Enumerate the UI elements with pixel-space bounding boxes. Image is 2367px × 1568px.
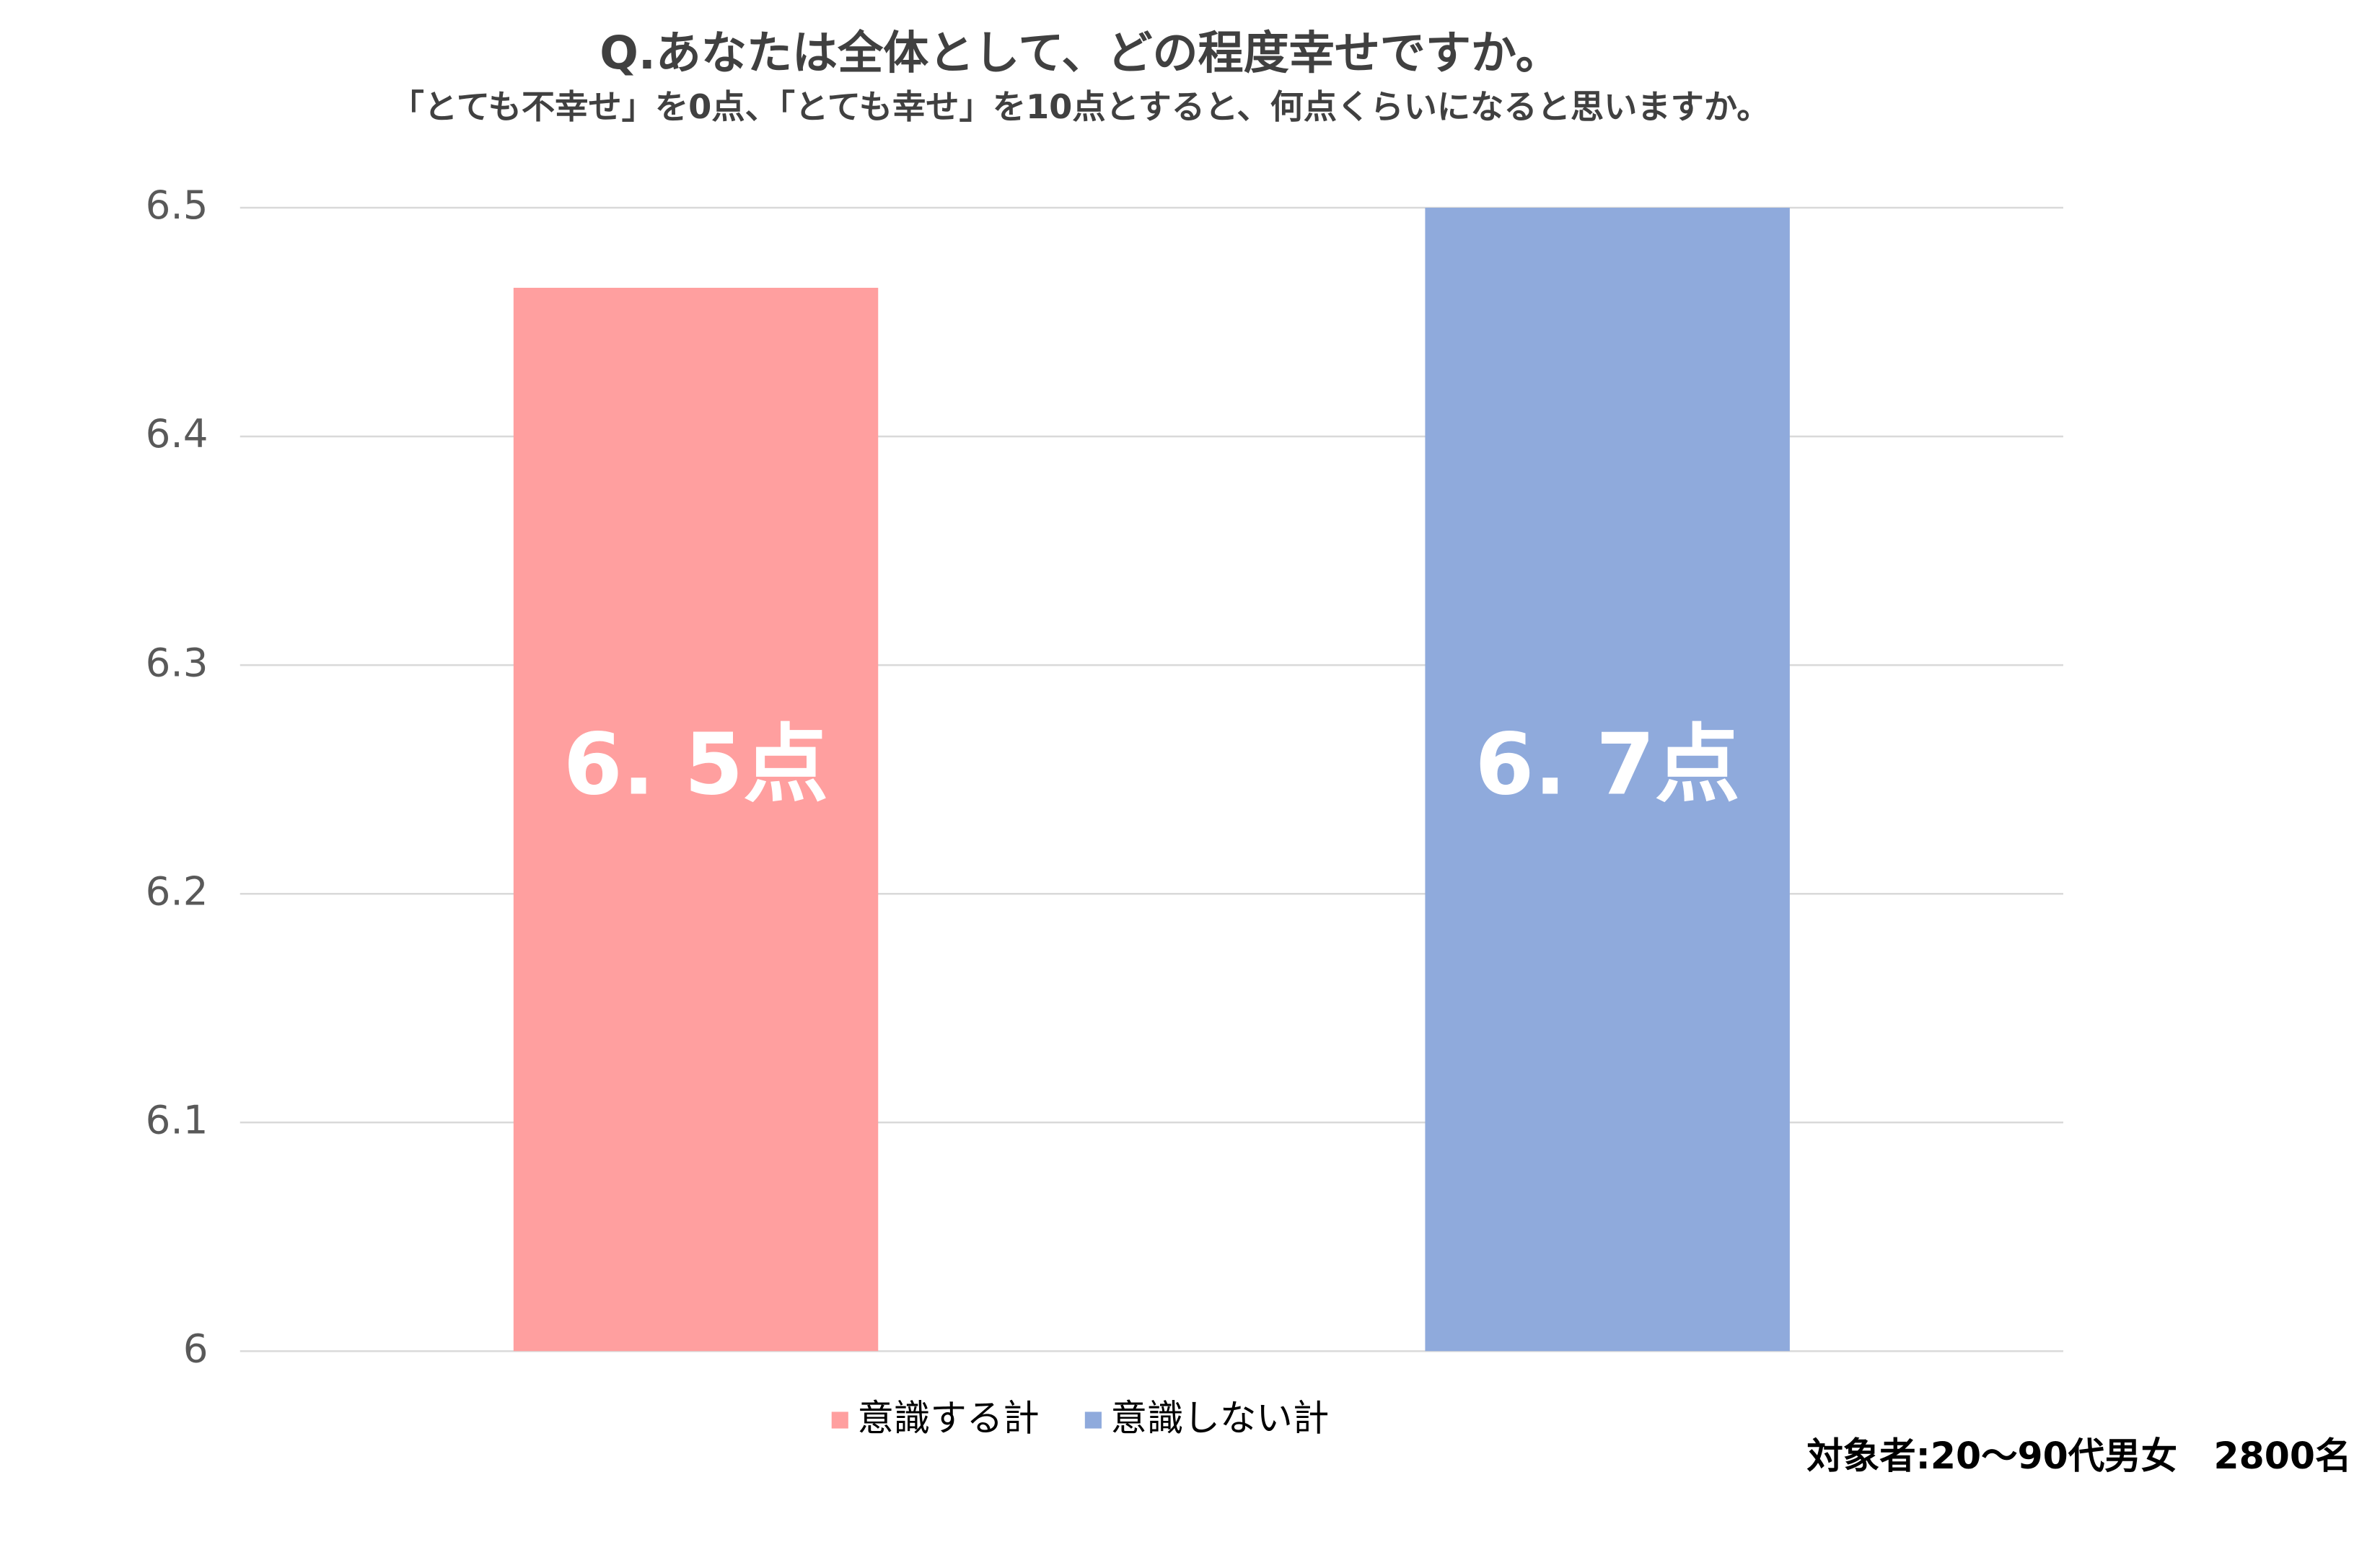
y-tick-label: 6.5 <box>146 182 208 228</box>
y-tick-label: 6.3 <box>146 639 208 685</box>
legend-label: 意識しない計 <box>1111 1397 1330 1440</box>
data-label: 6. 7点 <box>1475 715 1740 814</box>
y-tick-label: 6.4 <box>146 410 208 457</box>
data-label: 6. 5点 <box>563 715 828 814</box>
legend-swatch <box>1084 1411 1102 1429</box>
y-tick-label: 6 <box>183 1325 208 1371</box>
note: 対象者:20～90代男女 2800名 <box>1806 1435 2351 1477</box>
chart-title: Q.あなたは全体として、どの程度幸せですか。 <box>600 26 1561 79</box>
y-tick-label: 6.1 <box>146 1096 208 1142</box>
legend-label: 意識する計 <box>857 1397 1039 1440</box>
legend-swatch <box>831 1411 848 1429</box>
chart-subtitle: 「とても不幸せ」を0点、「とても幸せ」を10点とすると、何点くらいになると思いま… <box>391 87 1770 126</box>
y-tick-label: 6.2 <box>146 868 208 914</box>
plot-area <box>513 208 1790 1352</box>
bar <box>1425 208 1790 1352</box>
bar <box>513 288 879 1352</box>
